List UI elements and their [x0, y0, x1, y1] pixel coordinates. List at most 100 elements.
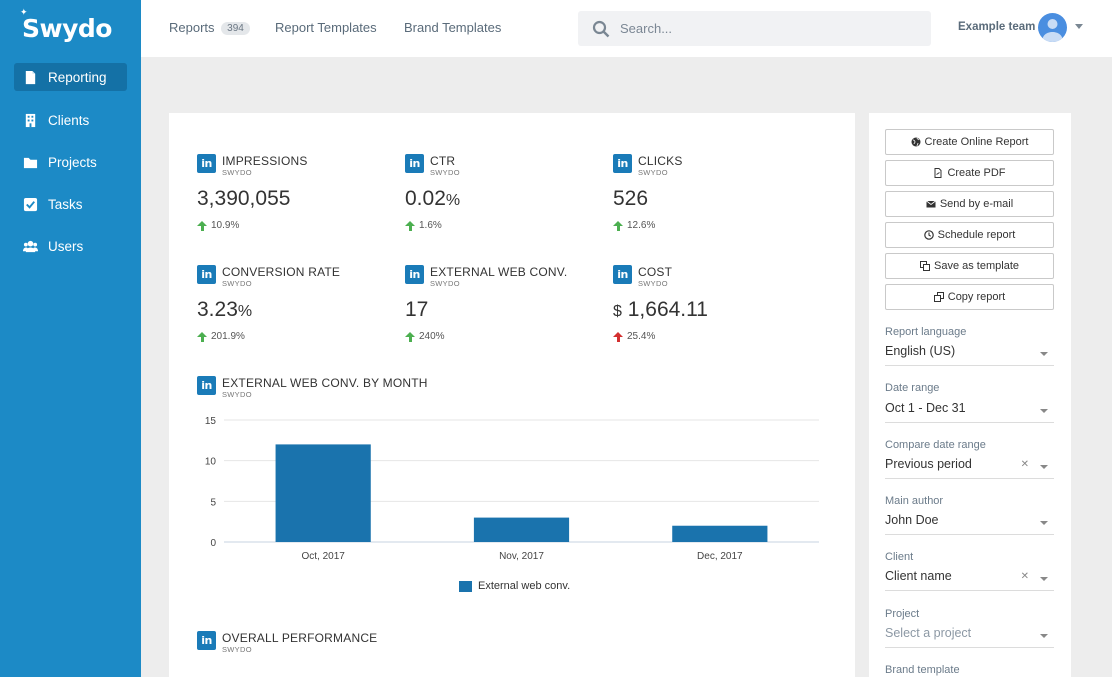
schedule-report-button[interactable]: Schedule report: [885, 222, 1054, 248]
copy-report-button[interactable]: Copy report: [885, 284, 1054, 310]
create-pdf-button[interactable]: Create PDF: [885, 160, 1054, 186]
top-bar: Reports 394 Report Templates Brand Templ…: [141, 0, 1112, 57]
arrow-up-icon: [405, 221, 415, 231]
y-tick-label: 5: [210, 497, 216, 508]
sidebar-item-label: Users: [48, 238, 84, 254]
arrow-up-icon: [405, 332, 415, 342]
metric-source: SWYDO: [222, 279, 252, 288]
report-language-label: Report language: [885, 326, 967, 338]
document-icon: [25, 70, 36, 84]
reports-count-badge: 394: [221, 22, 250, 35]
clock-icon: [923, 230, 934, 240]
report-canvas: in IMPRESSIONS SWYDO 3,390,055 10.9% in …: [169, 113, 855, 677]
user-avatar-icon: [1042, 19, 1063, 42]
metric-title: CLICKS: [638, 154, 683, 168]
project-label: Project: [885, 608, 920, 620]
nav-link-report-templates[interactable]: Report Templates: [275, 20, 377, 35]
x-tick-label: Nov, 2017: [499, 551, 544, 562]
chart-legend[interactable]: External web conv.: [459, 580, 570, 592]
users-icon: [23, 240, 38, 252]
chevron-down-icon: [1040, 577, 1048, 581]
metric-source: SWYDO: [222, 168, 252, 177]
sidebar-item-reporting[interactable]: Reporting: [14, 63, 127, 91]
nav-link-brand-templates[interactable]: Brand Templates: [404, 20, 502, 35]
chart-source: SWYDO: [222, 390, 252, 399]
arrow-up-icon: [613, 221, 623, 231]
report-language-select[interactable]: English (US): [885, 340, 1054, 366]
metric-change: 240%: [405, 331, 445, 342]
chevron-down-icon: [1040, 521, 1048, 525]
sidebar-item-label: Projects: [48, 154, 97, 170]
metric-value: $ 1,664.11: [613, 298, 708, 321]
project-select[interactable]: Select a project: [885, 622, 1054, 648]
metric-title: CTR: [430, 154, 456, 168]
metric-change: 12.6%: [613, 220, 655, 231]
linkedin-icon: in: [405, 154, 424, 173]
save-as-template-button[interactable]: Save as template: [885, 253, 1054, 279]
chevron-down-icon: [1040, 352, 1048, 356]
x-tick-label: Dec, 2017: [697, 551, 743, 562]
metric-source: SWYDO: [638, 168, 668, 177]
linkedin-icon: in: [613, 265, 632, 284]
linkedin-icon: in: [613, 154, 632, 173]
team-menu-chevron-down-icon[interactable]: [1075, 24, 1083, 29]
linkedin-icon: in: [197, 265, 216, 284]
metric-title: EXTERNAL WEB CONV.: [430, 265, 568, 279]
arrow-up-icon: [197, 332, 207, 342]
sidebar: ✦ Swydo Reporting Clients Projects Tasks…: [0, 0, 141, 677]
metric-title: COST: [638, 265, 673, 279]
clear-icon[interactable]: ✕: [1020, 571, 1029, 582]
search-input[interactable]: [620, 21, 910, 36]
linkedin-icon: in: [405, 265, 424, 284]
logo-spark-icon: ✦: [20, 8, 28, 18]
sidebar-item-label: Clients: [48, 112, 90, 128]
sidebar-item-label: Reporting: [48, 69, 107, 85]
metric-value: 526: [613, 187, 649, 210]
chevron-down-icon: [1040, 465, 1048, 469]
legend-label: External web conv.: [478, 580, 571, 592]
building-icon: [25, 113, 36, 127]
clear-icon[interactable]: ✕: [1020, 459, 1029, 470]
client-select[interactable]: Client name ✕: [885, 565, 1054, 591]
swydo-logo[interactable]: ✦ Swydo: [20, 8, 112, 43]
brand-template-label: Brand template: [885, 664, 960, 676]
search-icon: [592, 20, 610, 37]
pdf-icon: [934, 168, 942, 178]
chart-bar[interactable]: [473, 517, 570, 542]
copy-icon: [920, 261, 930, 271]
metric-change: 1.6%: [405, 220, 442, 231]
search-box: [578, 11, 931, 46]
nav-link-reports[interactable]: Reports 394: [169, 20, 250, 35]
sidebar-item-tasks[interactable]: Tasks: [14, 190, 127, 218]
main-author-label: Main author: [885, 495, 944, 507]
bar-chart[interactable]: 0 5 10 15 Oct, 2017 Nov, 2017 Dec, 2017: [169, 113, 855, 573]
chart-bar[interactable]: [672, 525, 768, 542]
metric-source: SWYDO: [430, 168, 460, 177]
create-online-report-button[interactable]: Create Online Report: [885, 129, 1054, 155]
chevron-down-icon: [1040, 634, 1048, 638]
metric-source: SWYDO: [638, 279, 668, 288]
globe-icon: [911, 137, 921, 147]
sidebar-item-users[interactable]: Users: [14, 232, 127, 260]
arrow-up-icon: [197, 221, 207, 231]
arrow-up-icon: [613, 332, 623, 342]
main-author-select[interactable]: John Doe: [885, 509, 1054, 535]
folder-icon: [23, 157, 38, 168]
sidebar-item-projects[interactable]: Projects: [14, 148, 127, 176]
sidebar-item-clients[interactable]: Clients: [14, 106, 127, 134]
duplicate-icon: [933, 292, 944, 302]
x-tick-label: Oct, 2017: [301, 551, 345, 562]
metric-value: 3.23%: [197, 298, 253, 321]
chart-bar[interactable]: [275, 444, 371, 542]
metric-change: 10.9%: [197, 220, 239, 231]
checkbox-icon: [23, 197, 38, 211]
overall-performance-title: OVERALL PERFORMANCE: [222, 631, 378, 645]
overall-performance-source: SWYDO: [222, 645, 252, 654]
team-name[interactable]: Example team: [958, 21, 1036, 33]
avatar[interactable]: [1038, 13, 1067, 42]
y-tick-label: 0: [210, 538, 216, 549]
date-range-select[interactable]: Oct 1 - Dec 31: [885, 397, 1054, 423]
legend-swatch: [459, 580, 472, 592]
send-by-email-button[interactable]: Send by e-mail: [885, 191, 1054, 217]
compare-date-range-select[interactable]: Previous period ✕: [885, 453, 1054, 479]
